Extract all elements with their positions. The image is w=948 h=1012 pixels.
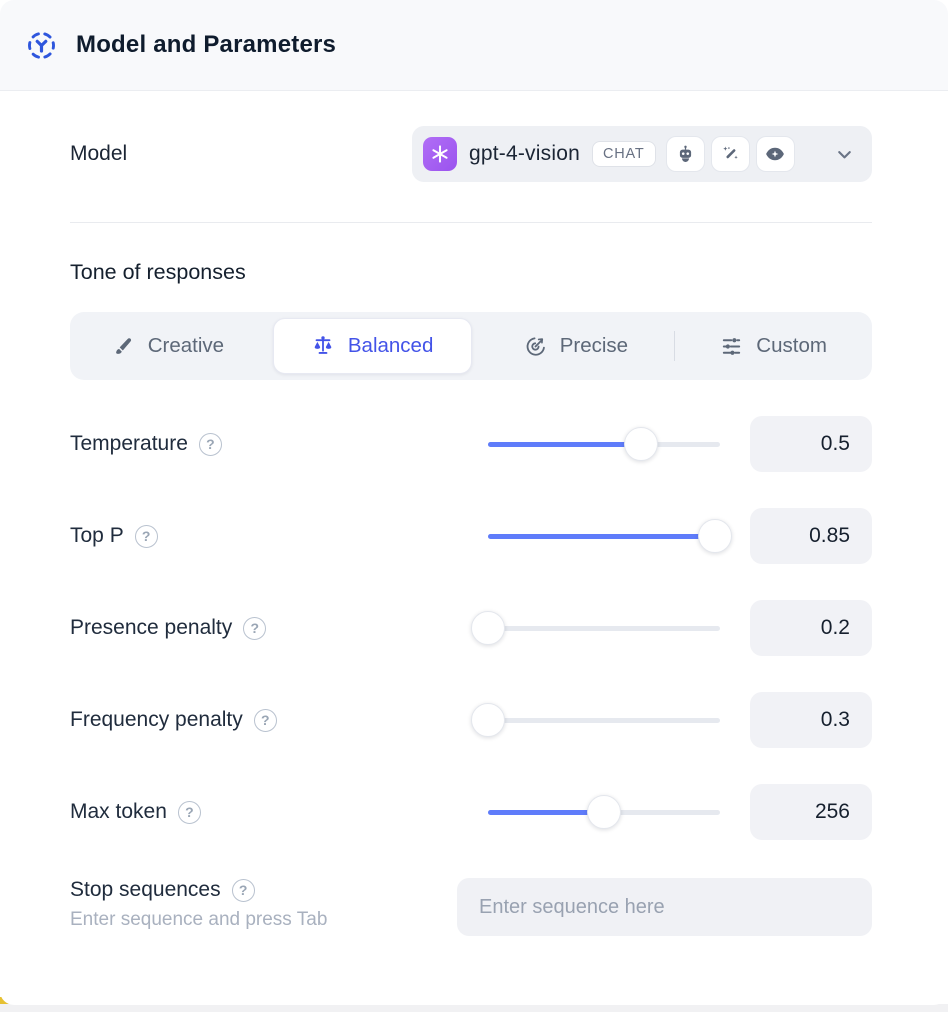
param-row-presence-penalty: Presence penalty 0.2: [70, 600, 872, 656]
help-icon[interactable]: [177, 800, 201, 824]
slider-thumb[interactable]: [624, 427, 659, 461]
tone-option-balanced[interactable]: Balanced: [272, 318, 472, 374]
slider-fill: [488, 533, 716, 539]
chat-type-badge: CHAT: [591, 141, 656, 167]
selected-model-name: gpt-4-vision: [469, 142, 580, 165]
param-row-max-token: Max token 256: [70, 784, 872, 840]
brush-icon: [113, 335, 135, 357]
slider-fill: [488, 809, 604, 815]
max-token-slider[interactable]: [488, 795, 720, 829]
openai-logo-icon: [423, 137, 457, 171]
panel-header: Model and Parameters: [0, 0, 948, 91]
help-icon[interactable]: [243, 616, 267, 640]
frequency-penalty-slider[interactable]: [471, 703, 720, 737]
help-icon[interactable]: [253, 708, 277, 732]
model-row: Model gpt-4-vision CHAT: [70, 126, 872, 182]
help-icon[interactable]: [198, 432, 222, 456]
background-strip: [0, 1004, 948, 1012]
param-label: Max token: [70, 800, 488, 824]
scales-icon: [311, 334, 335, 358]
help-icon[interactable]: [231, 878, 255, 902]
section-divider: [70, 222, 872, 223]
param-label: Temperature: [70, 432, 488, 456]
chevron-down-icon: [833, 143, 856, 166]
magic-wand-icon: [710, 136, 750, 172]
slider-thumb[interactable]: [471, 703, 505, 737]
presence-penalty-value[interactable]: 0.2: [750, 600, 872, 656]
stop-sequences-label: Stop sequences: [70, 878, 457, 902]
tone-option-label: Balanced: [347, 334, 434, 357]
param-label: Top P: [70, 524, 488, 548]
top-p-slider[interactable]: [488, 519, 733, 553]
tone-option-precise[interactable]: Precise: [478, 318, 675, 374]
slider-track[interactable]: [488, 533, 720, 539]
tone-option-creative[interactable]: Creative: [70, 318, 267, 374]
robot-icon: [665, 136, 705, 172]
param-label: Frequency penalty: [70, 708, 488, 732]
max-token-value[interactable]: 256: [750, 784, 872, 840]
segment-divider: [674, 331, 676, 361]
param-row-top-p: Top P 0.85: [70, 508, 872, 564]
tone-option-label: Precise: [559, 334, 629, 357]
slider-thumb[interactable]: [587, 795, 621, 829]
stop-sequence-input[interactable]: [457, 878, 872, 936]
page-title: Model and Parameters: [76, 31, 337, 58]
presence-penalty-slider[interactable]: [471, 611, 720, 645]
model-node-icon: [26, 30, 57, 61]
help-icon[interactable]: [134, 524, 158, 548]
stop-sequences-row: Stop sequences Enter sequence and press …: [70, 878, 872, 936]
frequency-penalty-value[interactable]: 0.3: [750, 692, 872, 748]
temperature-slider[interactable]: [488, 427, 720, 461]
slider-track[interactable]: [488, 717, 720, 723]
tone-option-label: Creative: [147, 334, 225, 357]
target-icon: [524, 335, 547, 358]
slider-thumb[interactable]: [471, 611, 505, 645]
param-label: Presence penalty: [70, 616, 488, 640]
tone-heading: Tone of responses: [70, 260, 246, 284]
vision-eye-icon: [755, 136, 795, 172]
param-row-temperature: Temperature 0.5: [70, 416, 872, 472]
slider-fill: [488, 441, 642, 447]
slider-track[interactable]: [488, 625, 720, 631]
panel-content: Model gpt-4-vision CHAT: [0, 126, 948, 936]
top-p-value[interactable]: 0.85: [750, 508, 872, 564]
sliders-icon: [720, 335, 743, 358]
temperature-value[interactable]: 0.5: [750, 416, 872, 472]
model-label: Model: [70, 142, 128, 165]
slider-track[interactable]: [488, 441, 720, 447]
model-select[interactable]: gpt-4-vision CHAT: [412, 126, 872, 182]
tone-option-custom[interactable]: Custom: [675, 318, 872, 374]
model-capability-chips: [665, 136, 795, 172]
stop-sequences-label-block: Stop sequences Enter sequence and press …: [70, 878, 457, 931]
param-row-frequency-penalty: Frequency penalty 0.3: [70, 692, 872, 748]
tone-segmented-control: Creative Balanced: [70, 312, 872, 380]
tone-option-label: Custom: [756, 334, 827, 357]
slider-thumb[interactable]: [698, 519, 733, 553]
stop-sequences-hint: Enter sequence and press Tab: [70, 909, 328, 930]
